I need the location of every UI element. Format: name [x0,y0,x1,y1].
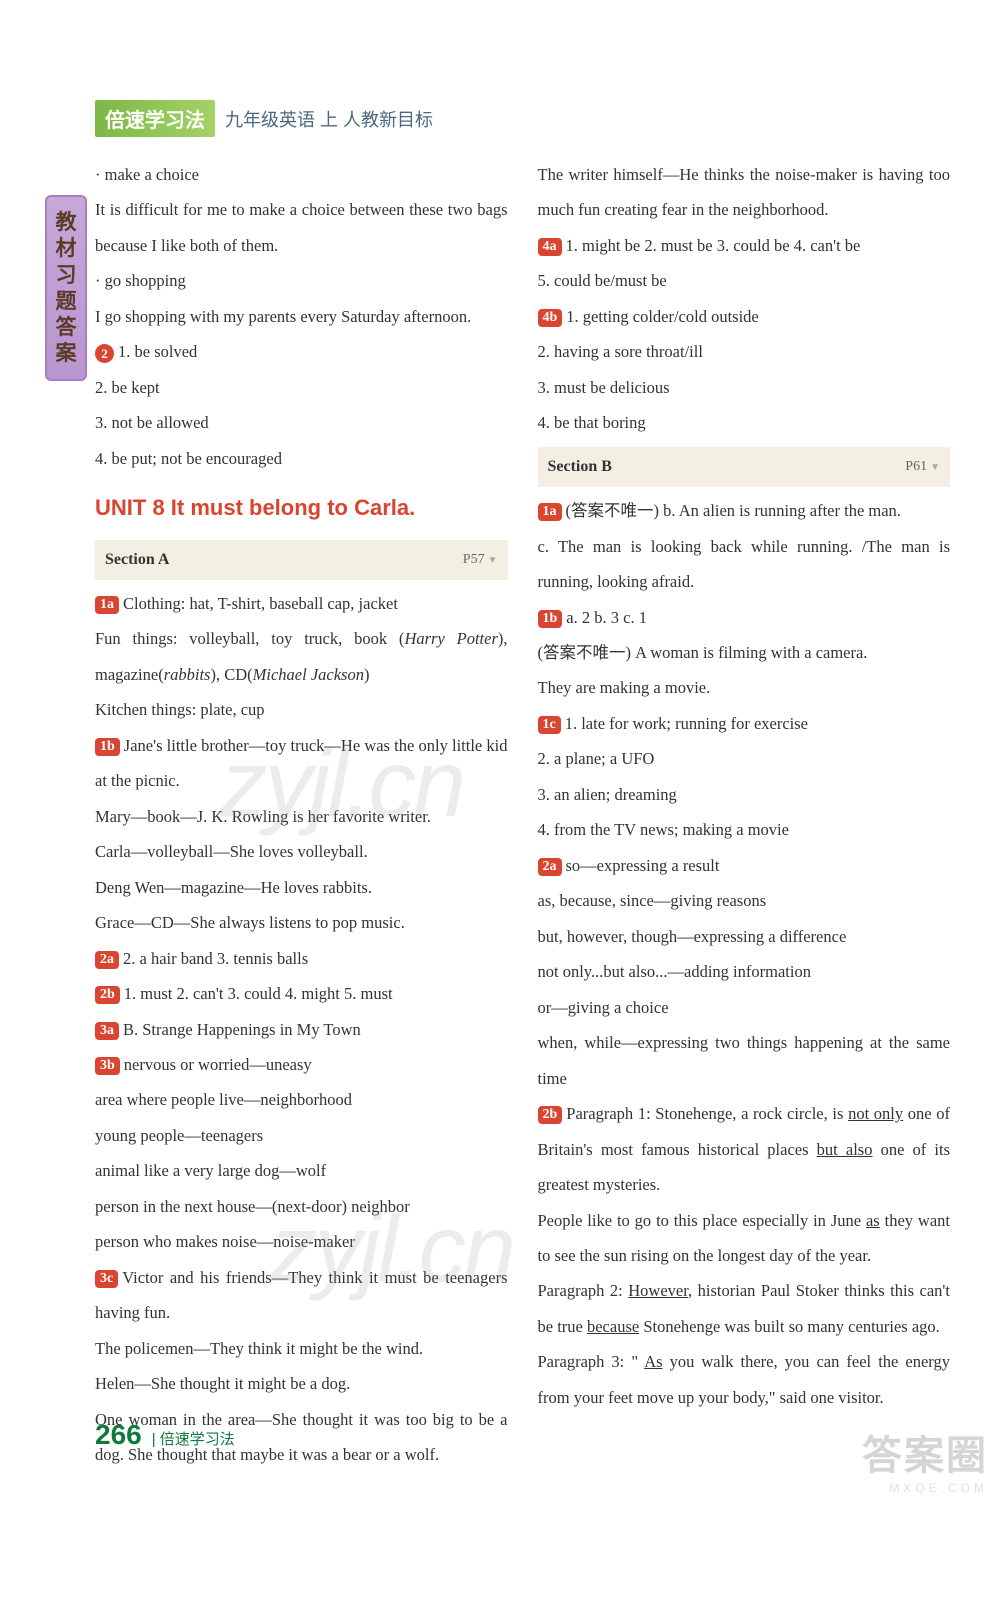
badge-2b: 2b [95,986,120,1004]
text-line: 3cVictor and his friends—They think it m… [95,1260,508,1331]
badge-1a: 1a [95,596,119,614]
text-line: not only...but also...—adding informatio… [538,954,951,989]
page-container: 倍速学习法 九年级英语 上 人教新目标 教 材 习 题 答 案 · make a… [0,0,1000,1503]
text-line: 4. be that boring [538,405,951,440]
text-line: 2. having a sore throat/ill [538,334,951,369]
badge-1b: 1b [95,738,120,756]
text-line: Helen—She thought it might be a dog. [95,1366,508,1401]
text-line: 2. a plane; a UFO [538,741,951,776]
text-line: 4a1. might be 2. must be 3. could be 4. … [538,228,951,263]
text-line: 3. not be allowed [95,405,508,440]
badge-2: 2 [95,344,114,363]
left-column: · make a choice It is difficult for me t… [95,157,508,1473]
section-b-label: Section B [548,450,612,484]
text-line: 5. could be/must be [538,263,951,298]
page-number: 266 [95,1419,142,1451]
text-line: 3. must be delicious [538,370,951,405]
section-a-label: Section A [105,543,169,577]
text-line: c. The man is looking back while running… [538,529,951,600]
footer-text: | 倍速学习法 [152,1428,235,1449]
section-b-page: P61▼ [905,452,940,482]
text-line: They are making a movie. [538,670,951,705]
text-line: 2. be kept [95,370,508,405]
text-line: Mary—book—J. K. Rowling is her favorite … [95,799,508,834]
badge-1a-b: 1a [538,503,562,521]
text-line: 3aB. Strange Happenings in My Town [95,1012,508,1047]
text-line: person who makes noise—noise-maker [95,1224,508,1259]
text-line: 3. an alien; dreaming [538,777,951,812]
header-subtitle: 九年级英语 上 人教新目标 [225,106,433,132]
text-line: The policemen—They think it might be the… [95,1331,508,1366]
text-line: Kitchen things: plate, cup [95,692,508,727]
badge-4b: 4b [538,309,563,327]
text-line: 2bParagraph 1: Stonehenge, a rock circle… [538,1096,951,1202]
content-columns: · make a choice It is difficult for me t… [95,157,950,1473]
badge-1b-b: 1b [538,610,563,628]
triangle-icon: ▼ [930,462,940,473]
text-line: 2a2. a hair band 3. tennis balls [95,941,508,976]
text-line: (答案不唯一) A woman is filming with a camera… [538,635,951,670]
badge-4a: 4a [538,238,562,256]
text-line: 1bJane's little brother—toy truck—He was… [95,728,508,799]
badge-2a: 2a [95,951,119,969]
header-logo: 倍速学习法 [95,100,215,137]
triangle-icon: ▼ [488,555,498,566]
text-line: 4b1. getting colder/cold outside [538,299,951,334]
text-line: Fun things: volleyball, toy truck, book … [95,621,508,692]
corner-small: MXQE.COM [862,1481,988,1495]
text-line: but, however, though—expressing a differ… [538,919,951,954]
side-tab-text: 教 [47,209,85,235]
side-tab: 教 材 习 题 答 案 [45,195,87,381]
text-line: 1c1. late for work; running for exercise [538,706,951,741]
text-line: 3bnervous or worried—uneasy [95,1047,508,1082]
badge-2b-b: 2b [538,1106,563,1124]
text-line: Deng Wen—magazine—He loves rabbits. [95,870,508,905]
text-line: as, because, since—giving reasons [538,883,951,918]
text-line: It is difficult for me to make a choice … [95,192,508,263]
footer: 266 | 倍速学习法 [95,1419,235,1451]
text-line: 1ba. 2 b. 3 c. 1 [538,600,951,635]
badge-3b: 3b [95,1057,120,1075]
text-line: 2b1. must 2. can't 3. could 4. might 5. … [95,976,508,1011]
text-line: 21. be solved [95,334,508,369]
text-line: People like to go to this place especial… [538,1203,951,1274]
badge-2a-b: 2a [538,858,562,876]
text-line: animal like a very large dog—wolf [95,1153,508,1188]
text-line: area where people live—neighborhood [95,1082,508,1117]
badge-1c: 1c [538,716,561,734]
text-line: 4. be put; not be encouraged [95,441,508,476]
text-line: Grace—CD—She always listens to pop music… [95,905,508,940]
section-a-page: P57▼ [463,545,498,575]
text-line: person in the next house—(next-door) nei… [95,1189,508,1224]
badge-3a: 3a [95,1022,119,1040]
unit-title: UNIT 8 It must belong to Carla. [95,484,508,531]
text-line: I go shopping with my parents every Satu… [95,299,508,334]
text-line: 2aso—expressing a result [538,848,951,883]
text-line: The writer himself—He thinks the noise-m… [538,157,951,228]
text-line: Paragraph 3: " As you walk there, you ca… [538,1344,951,1415]
section-a-bar: Section A P57▼ [95,540,508,580]
text-line: Carla—volleyball—She loves volleyball. [95,834,508,869]
right-column: The writer himself—He thinks the noise-m… [538,157,951,1473]
header: 倍速学习法 九年级英语 上 人教新目标 [95,100,950,137]
section-b-bar: Section B P61▼ [538,447,951,487]
text-line: 1a(答案不唯一) b. An alien is running after t… [538,493,951,528]
text-line: 4. from the TV news; making a movie [538,812,951,847]
text-line: when, while—expressing two things happen… [538,1025,951,1096]
corner-logo: 答案圈 MXQE.COM [862,1423,988,1495]
corner-big: 答案圈 [862,1423,988,1481]
text-line: Paragraph 2: However, historian Paul Sto… [538,1273,951,1344]
text-line: 1aClothing: hat, T-shirt, baseball cap, … [95,586,508,621]
text-line: young people—teenagers [95,1118,508,1153]
text-line: · make a choice [95,157,508,192]
text-line: · go shopping [95,263,508,298]
badge-3c: 3c [95,1270,118,1288]
text-line: or—giving a choice [538,990,951,1025]
